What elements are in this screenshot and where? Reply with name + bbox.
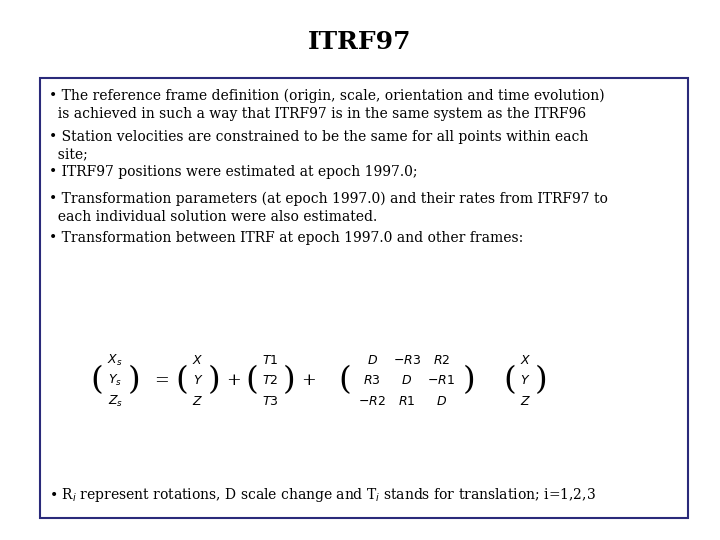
Text: $X$: $X$: [520, 354, 531, 367]
Text: ): ): [207, 365, 220, 396]
Text: $T1$: $T1$: [262, 354, 278, 367]
Text: $Y$: $Y$: [521, 374, 531, 387]
Text: $Y_s$: $Y_s$: [108, 373, 122, 388]
Text: • Transformation between ITRF at epoch 1997.0 and other frames:: • Transformation between ITRF at epoch 1…: [49, 231, 523, 245]
Text: • Station velocities are constrained to be the same for all points within each
 : • Station velocities are constrained to …: [49, 130, 588, 161]
Text: ITRF97: ITRF97: [308, 30, 412, 53]
Text: $X$: $X$: [192, 354, 204, 367]
Text: +: +: [227, 372, 241, 389]
FancyBboxPatch shape: [40, 78, 688, 518]
Text: ): ): [282, 365, 295, 396]
Text: • Transformation parameters (at epoch 1997.0) and their rates from ITRF97 to
  e: • Transformation parameters (at epoch 19…: [49, 192, 608, 224]
Text: $Z$: $Z$: [520, 395, 531, 408]
Text: $T3$: $T3$: [261, 395, 279, 408]
Text: $R2$: $R2$: [433, 354, 450, 367]
Text: $R3$: $R3$: [364, 374, 381, 387]
Text: • The reference frame definition (origin, scale, orientation and time evolution): • The reference frame definition (origin…: [49, 89, 605, 122]
Text: $Y$: $Y$: [193, 374, 203, 387]
Text: (: (: [338, 365, 351, 396]
Text: $X_s$: $X_s$: [107, 353, 123, 368]
Text: =: =: [155, 372, 169, 389]
Text: $Z_s$: $Z_s$: [107, 394, 123, 409]
Text: $D$: $D$: [401, 374, 413, 387]
Text: $-R1$: $-R1$: [428, 374, 455, 387]
Text: (: (: [176, 365, 189, 396]
Text: $-R3$: $-R3$: [392, 354, 421, 367]
Text: ): ): [462, 365, 475, 396]
Text: (: (: [245, 365, 258, 396]
Text: (: (: [90, 365, 103, 396]
Text: $-R2$: $-R2$: [359, 395, 386, 408]
Text: (: (: [503, 365, 516, 396]
Text: $T2$: $T2$: [262, 374, 278, 387]
Text: $Z$: $Z$: [192, 395, 204, 408]
Text: $D$: $D$: [366, 354, 378, 367]
Text: • ITRF97 positions were estimated at epoch 1997.0;: • ITRF97 positions were estimated at epo…: [49, 165, 418, 179]
Text: ): ): [127, 365, 140, 396]
Text: $R1$: $R1$: [398, 395, 415, 408]
Text: $D$: $D$: [436, 395, 447, 408]
Text: +: +: [301, 372, 315, 389]
Text: • R$_i$ represent rotations, D scale change and T$_i$ stands for translation; i=: • R$_i$ represent rotations, D scale cha…: [49, 486, 596, 504]
Text: ): ): [535, 365, 548, 396]
